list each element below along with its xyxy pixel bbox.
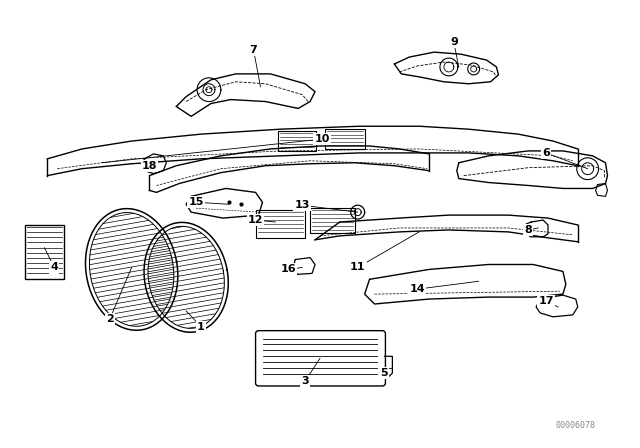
Text: 11: 11 xyxy=(350,263,365,272)
Text: 3: 3 xyxy=(301,376,309,386)
Text: 8: 8 xyxy=(524,225,532,235)
Text: 15: 15 xyxy=(188,197,204,207)
Text: 4: 4 xyxy=(51,263,58,272)
Text: 17: 17 xyxy=(538,296,554,306)
Bar xyxy=(325,129,365,149)
Bar xyxy=(310,208,355,233)
Text: 12: 12 xyxy=(248,215,263,225)
Text: 10: 10 xyxy=(314,134,330,144)
FancyBboxPatch shape xyxy=(255,331,385,386)
Text: 7: 7 xyxy=(250,45,257,55)
Text: 1: 1 xyxy=(197,322,205,332)
Bar xyxy=(278,131,316,151)
Text: 13: 13 xyxy=(294,200,310,210)
Text: 9: 9 xyxy=(450,37,458,47)
Text: 18: 18 xyxy=(141,161,157,171)
Text: 5: 5 xyxy=(381,368,388,378)
Text: 16: 16 xyxy=(280,264,296,275)
Bar xyxy=(255,210,305,238)
Text: 00006078: 00006078 xyxy=(556,421,596,430)
Bar xyxy=(24,225,64,279)
Text: 6: 6 xyxy=(542,148,550,158)
Text: 14: 14 xyxy=(410,284,425,294)
Text: 2: 2 xyxy=(106,314,114,324)
